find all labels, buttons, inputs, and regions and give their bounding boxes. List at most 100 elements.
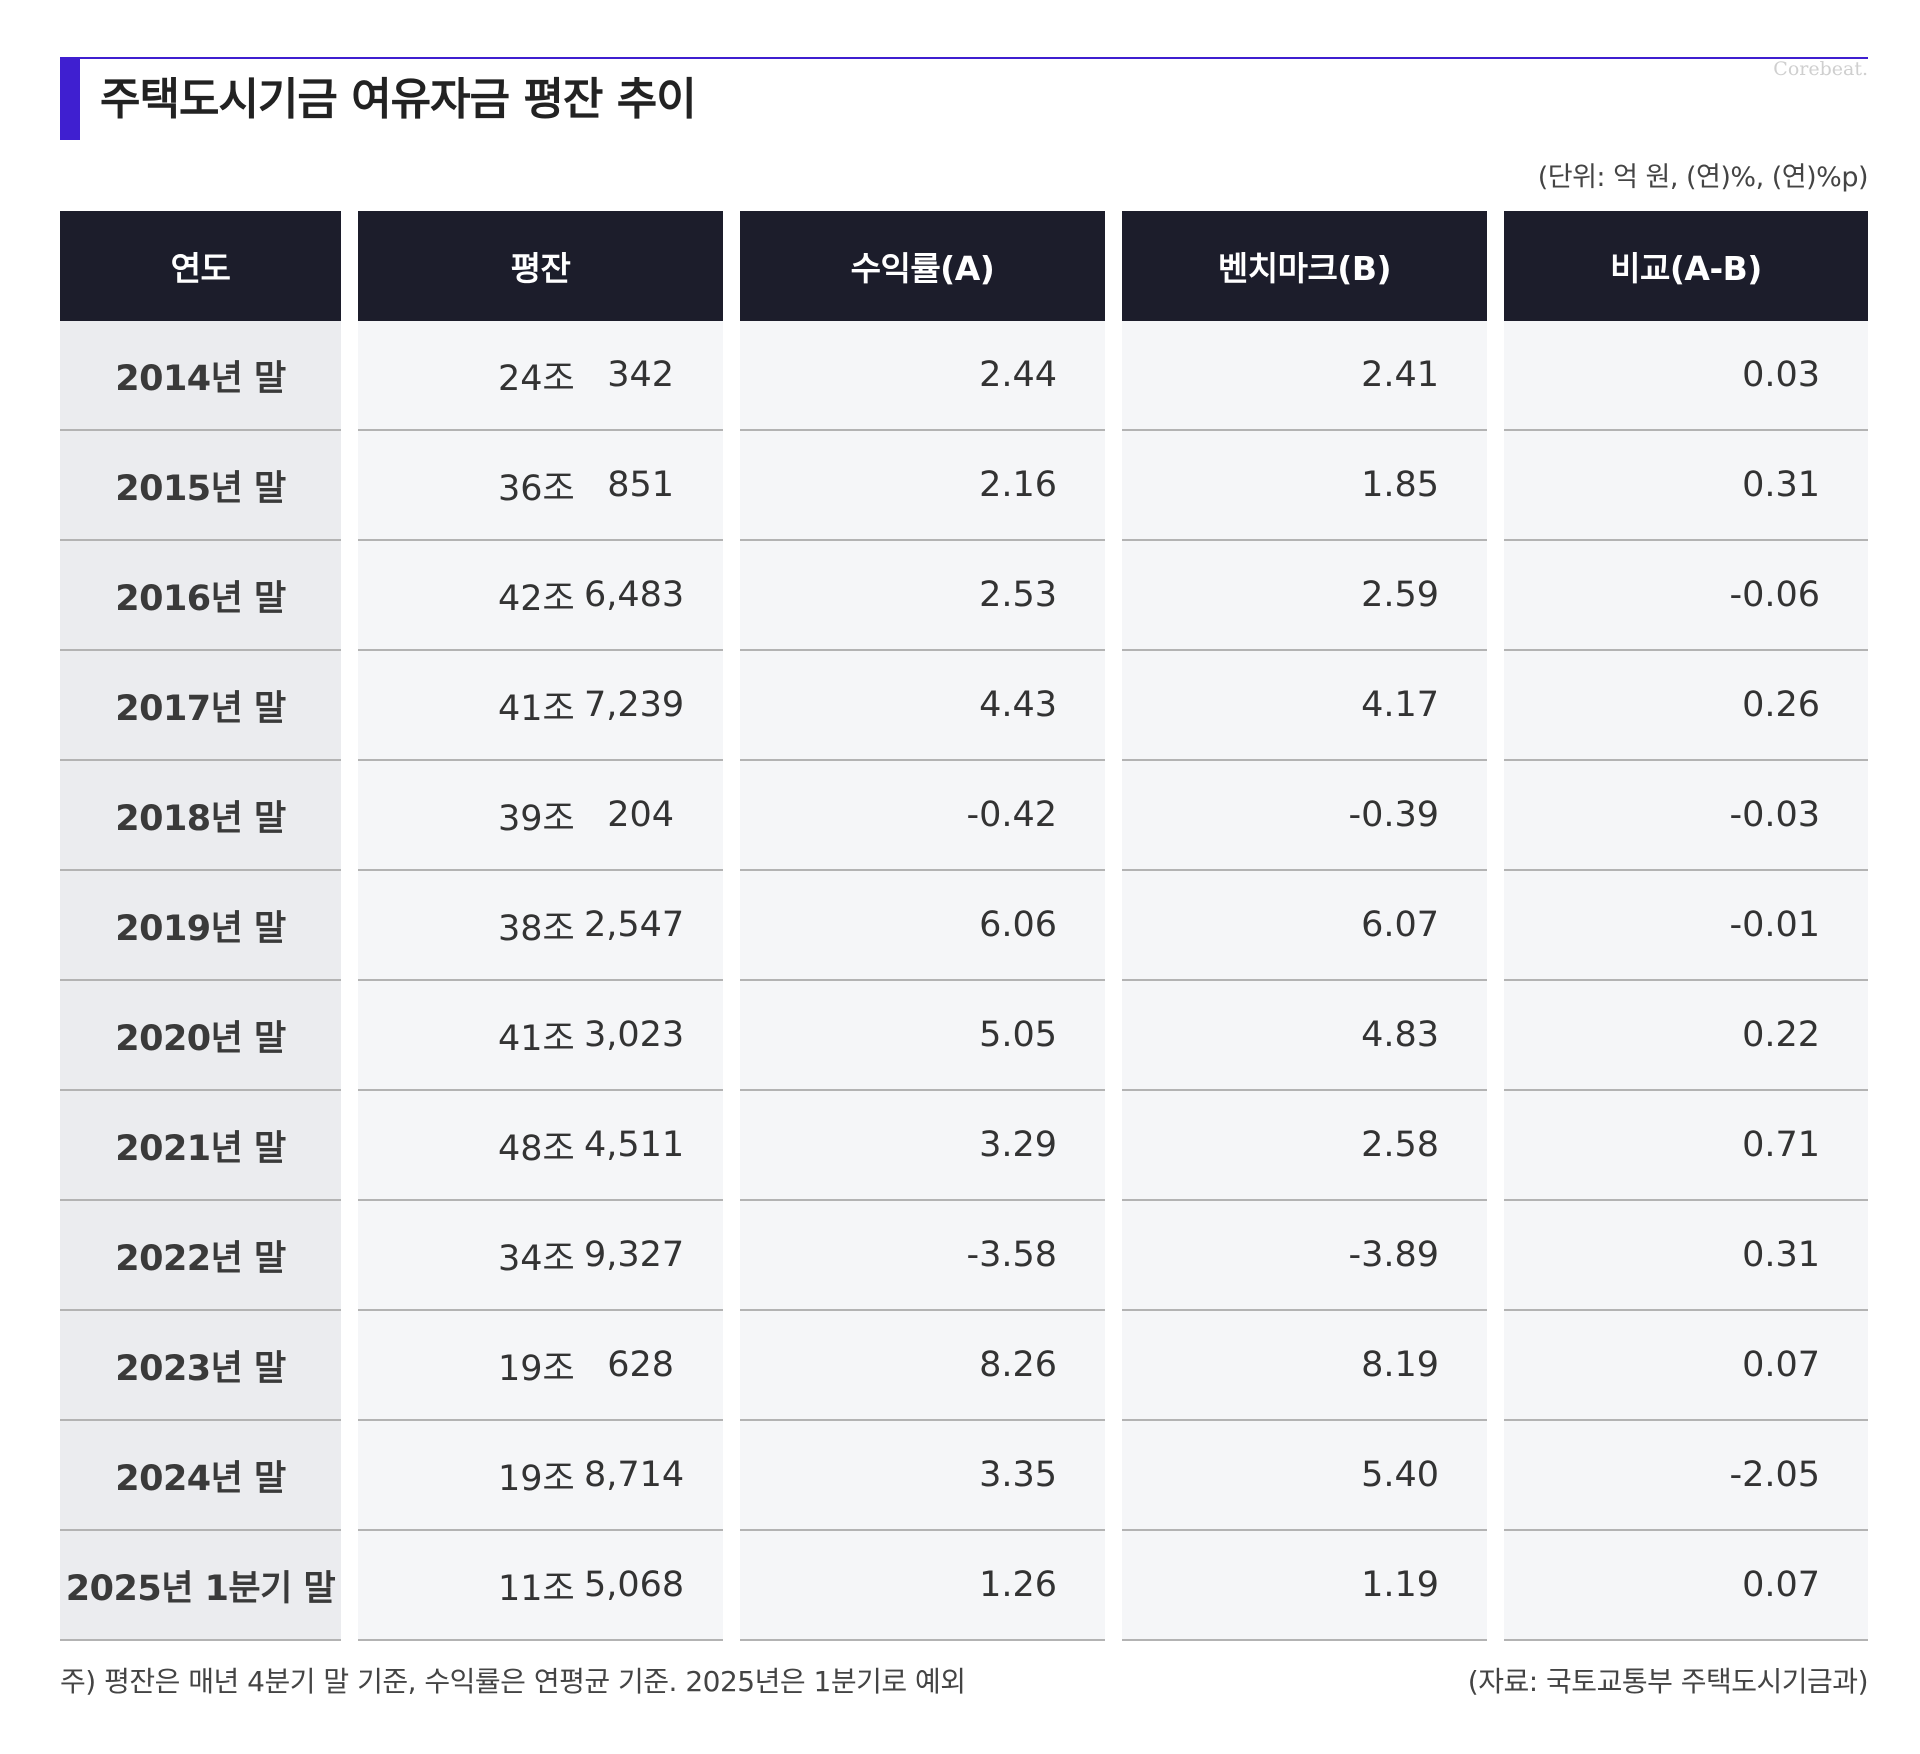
balance-jo: 36조 [498, 468, 575, 509]
header-cell-year: 연도 [60, 211, 341, 321]
diff-cell: 0.26 [1504, 651, 1868, 761]
return-cell: 2.44 [740, 321, 1105, 431]
diff-cell: -0.03 [1504, 761, 1868, 871]
title-accent-bar [60, 57, 80, 140]
return-cell: 5.05 [740, 981, 1105, 1091]
year-cell: 2017년 말 [60, 651, 341, 761]
year-cell: 2022년 말 [60, 1201, 341, 1311]
balance-eok: 342 [607, 355, 674, 395]
header-cell-benchmark: 벤치마크(B) [1122, 211, 1487, 321]
table-row: 2017년 말 41조 7,239 4.43 4.17 0.26 [60, 651, 1868, 761]
top-rule [60, 57, 1868, 59]
header-cell-return: 수익률(A) [740, 211, 1105, 321]
table-row: 2024년 말 19조 8,714 3.35 5.40 -2.05 [60, 1421, 1868, 1531]
balance-cell: 19조 628 [358, 1311, 723, 1421]
balance-jo: 11조 [498, 1568, 575, 1609]
year-cell: 2018년 말 [60, 761, 341, 871]
benchmark-cell: -3.89 [1122, 1201, 1487, 1311]
balance-jo: 19조 [498, 1458, 575, 1499]
benchmark-cell: 1.85 [1122, 431, 1487, 541]
diff-cell: -0.06 [1504, 541, 1868, 651]
balance-eok: 628 [607, 1345, 674, 1385]
balance-jo: 41조 [498, 1018, 575, 1059]
year-cell: 2025년 1분기 말 [60, 1531, 341, 1641]
return-cell: -3.58 [740, 1201, 1105, 1311]
return-cell: 8.26 [740, 1311, 1105, 1421]
benchmark-cell: 4.83 [1122, 981, 1487, 1091]
balance-jo: 38조 [498, 908, 575, 949]
balance-jo: 48조 [498, 1128, 575, 1169]
balance-cell: 24조 342 [358, 321, 723, 431]
return-cell: 2.53 [740, 541, 1105, 651]
year-cell: 2020년 말 [60, 981, 341, 1091]
diff-cell: 0.07 [1504, 1531, 1868, 1641]
return-cell: 4.43 [740, 651, 1105, 761]
table-row: 2023년 말 19조 628 8.26 8.19 0.07 [60, 1311, 1868, 1421]
header-cell-balance: 평잔 [358, 211, 723, 321]
balance-cell: 36조 851 [358, 431, 723, 541]
balance-eok: 4,511 [584, 1125, 685, 1165]
balance-jo: 41조 [498, 688, 575, 729]
diff-cell: 0.07 [1504, 1311, 1868, 1421]
balance-eok: 8,714 [584, 1455, 685, 1495]
balance-eok: 9,327 [584, 1235, 685, 1275]
balance-eok: 3,023 [584, 1015, 685, 1055]
footnote: 주) 평잔은 매년 4분기 말 기준, 수익률은 연평균 기준. 2025년은 … [60, 1665, 966, 1698]
balance-eok: 5,068 [584, 1565, 685, 1605]
balance-cell: 11조 5,068 [358, 1531, 723, 1641]
benchmark-cell: 2.59 [1122, 541, 1487, 651]
table-row: 2021년 말 48조 4,511 3.29 2.58 0.71 [60, 1091, 1868, 1201]
benchmark-cell: 2.41 [1122, 321, 1487, 431]
balance-jo: 24조 [498, 358, 575, 399]
benchmark-cell: 4.17 [1122, 651, 1487, 761]
balance-cell: 41조 3,023 [358, 981, 723, 1091]
balance-eok: 2,547 [584, 905, 685, 945]
page-title: 주택도시기금 여유자금 평잔 추이 [100, 74, 697, 125]
balance-eok: 7,239 [584, 685, 685, 725]
source-note: (자료: 국토교통부 주택도시기금과) [1467, 1665, 1869, 1698]
return-cell: 6.06 [740, 871, 1105, 981]
return-cell: -0.42 [740, 761, 1105, 871]
benchmark-cell: 6.07 [1122, 871, 1487, 981]
diff-cell: 0.31 [1504, 1201, 1868, 1311]
return-cell: 1.26 [740, 1531, 1105, 1641]
table-row: 2015년 말 36조 851 2.16 1.85 0.31 [60, 431, 1868, 541]
data-table: 연도 평잔 수익률(A) 벤치마크(B) 비교(A-B) 2014년 말 24조 3… [60, 211, 1868, 1641]
benchmark-cell: -0.39 [1122, 761, 1487, 871]
diff-cell: 0.31 [1504, 431, 1868, 541]
table-row: 2022년 말 34조 9,327 -3.58 -3.89 0.31 [60, 1201, 1868, 1311]
balance-eok: 851 [607, 465, 674, 505]
table-row: 2014년 말 24조 342 2.44 2.41 0.03 [60, 321, 1868, 431]
balance-cell: 34조 9,327 [358, 1201, 723, 1311]
year-cell: 2021년 말 [60, 1091, 341, 1201]
balance-cell: 42조 6,483 [358, 541, 723, 651]
header-cell-diff: 비교(A-B) [1504, 211, 1868, 321]
year-cell: 2014년 말 [60, 321, 341, 431]
diff-cell: -2.05 [1504, 1421, 1868, 1531]
table-body: 2014년 말 24조 342 2.44 2.41 0.03 2015년 말 36조 851 2.… [60, 321, 1868, 1641]
table-row: 2016년 말 42조 6,483 2.53 2.59 -0.06 [60, 541, 1868, 651]
year-cell: 2023년 말 [60, 1311, 341, 1421]
table-row: 2020년 말 41조 3,023 5.05 4.83 0.22 [60, 981, 1868, 1091]
benchmark-cell: 1.19 [1122, 1531, 1487, 1641]
balance-eok: 204 [607, 795, 674, 835]
diff-cell: 0.71 [1504, 1091, 1868, 1201]
balance-jo: 42조 [498, 578, 575, 619]
table-row: 2025년 1분기 말 11조 5,068 1.26 1.19 0.07 [60, 1531, 1868, 1641]
year-cell: 2024년 말 [60, 1421, 341, 1531]
return-cell: 2.16 [740, 431, 1105, 541]
balance-cell: 39조 204 [358, 761, 723, 871]
balance-cell: 19조 8,714 [358, 1421, 723, 1531]
diff-cell: -0.01 [1504, 871, 1868, 981]
unit-label: (단위: 억 원, (연)%, (연)%p) [1537, 162, 1869, 193]
balance-cell: 41조 7,239 [358, 651, 723, 761]
table-row: 2018년 말 39조 204 -0.42 -0.39 -0.03 [60, 761, 1868, 871]
table-row: 2019년 말 38조 2,547 6.06 6.07 -0.01 [60, 871, 1868, 981]
year-cell: 2016년 말 [60, 541, 341, 651]
year-cell: 2019년 말 [60, 871, 341, 981]
return-cell: 3.35 [740, 1421, 1105, 1531]
benchmark-cell: 5.40 [1122, 1421, 1487, 1531]
balance-jo: 39조 [498, 798, 575, 839]
balance-cell: 48조 4,511 [358, 1091, 723, 1201]
year-cell: 2015년 말 [60, 431, 341, 541]
